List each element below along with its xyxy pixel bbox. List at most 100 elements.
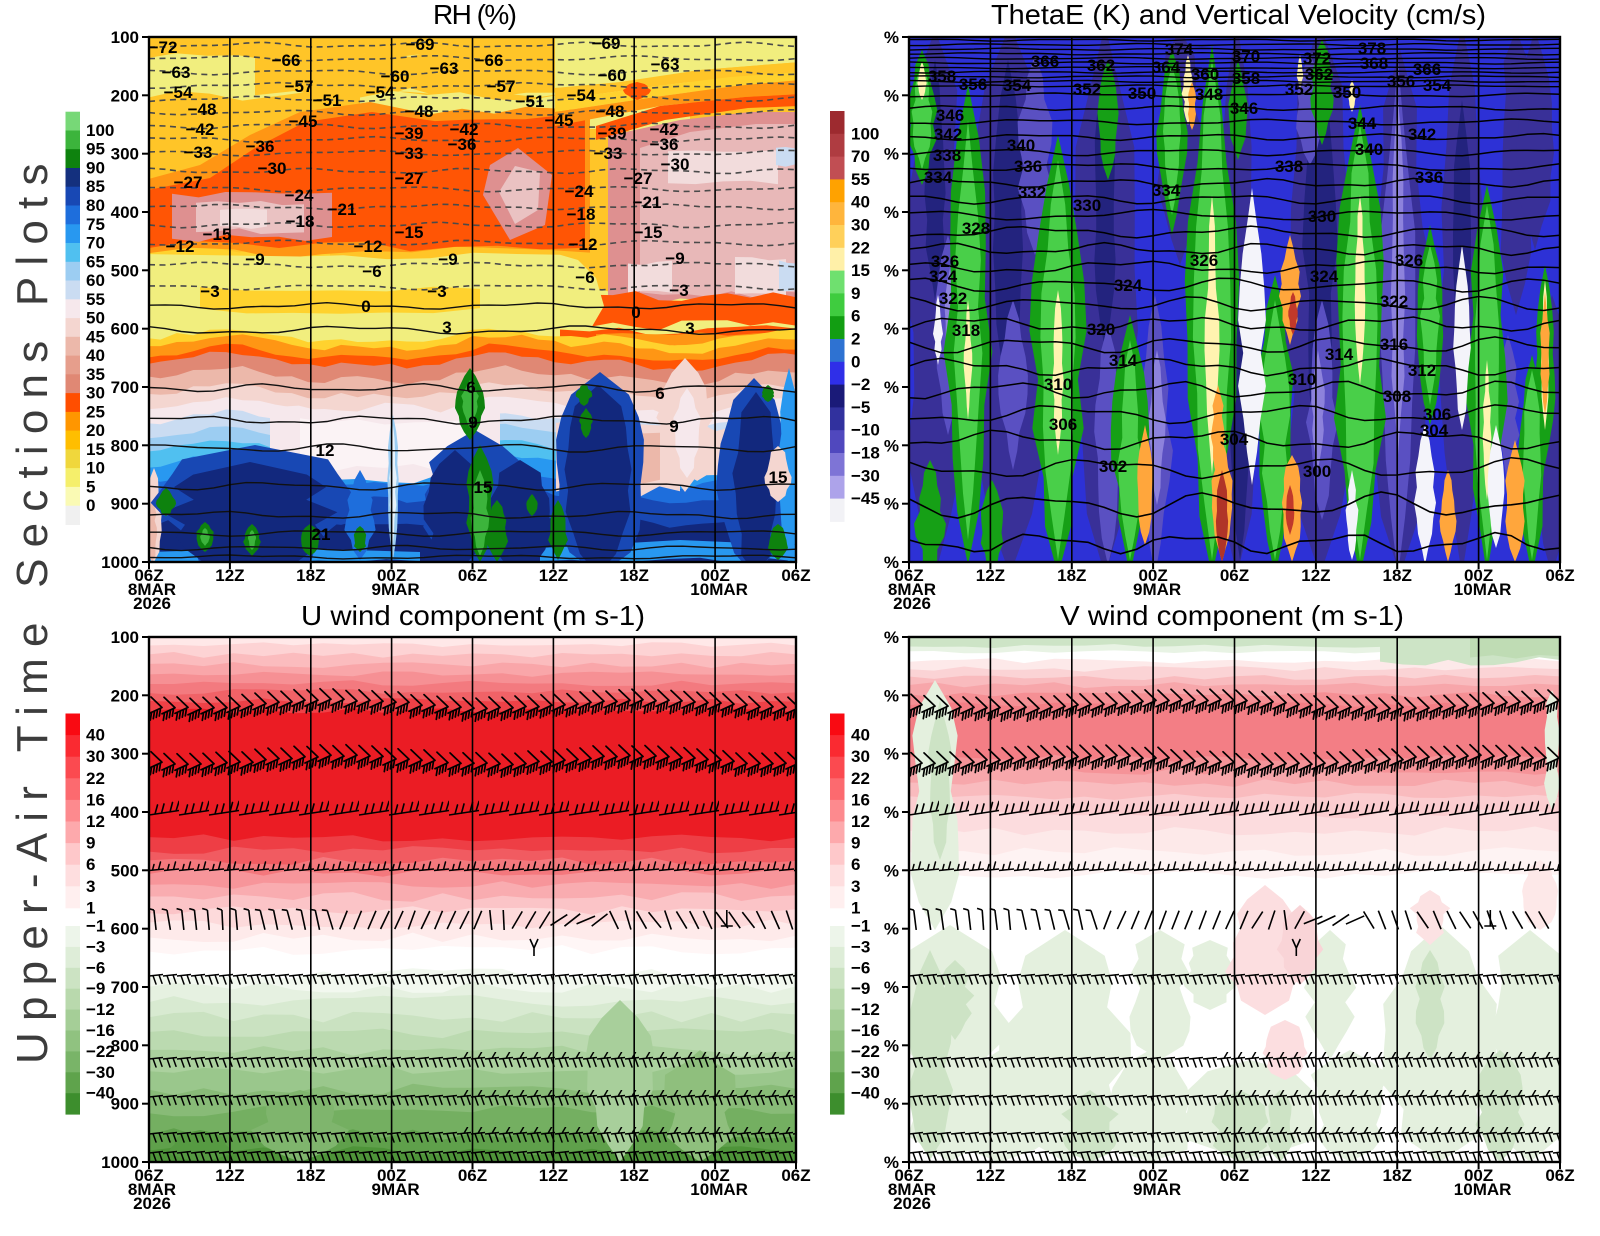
svg-text:22: 22: [86, 769, 105, 788]
svg-text:22: 22: [851, 238, 870, 257]
svg-text:12: 12: [316, 441, 335, 460]
svg-text:06Z: 06Z: [1220, 566, 1249, 585]
svg-text:5: 5: [86, 477, 95, 496]
svg-text:326: 326: [1190, 251, 1218, 270]
svg-text:18Z: 18Z: [620, 1166, 649, 1185]
svg-text:300: 300: [111, 145, 139, 164]
svg-text:310: 310: [1288, 370, 1316, 389]
svg-text:−12: −12: [166, 237, 195, 256]
svg-text:00Z: 00Z: [1138, 566, 1167, 585]
svg-text:RH (%): RH (%): [433, 0, 517, 30]
svg-text:35: 35: [86, 365, 105, 384]
svg-text:−36: −36: [448, 135, 477, 154]
svg-text:30: 30: [851, 747, 870, 766]
svg-text:2026: 2026: [893, 1194, 931, 1213]
svg-text:16: 16: [86, 790, 105, 809]
svg-text:330: 330: [1308, 207, 1336, 226]
svg-text:18Z: 18Z: [1057, 566, 1086, 585]
svg-text:−30: −30: [86, 1063, 115, 1082]
svg-text:9MAR: 9MAR: [1133, 580, 1181, 599]
svg-text:%: %: [884, 803, 899, 822]
svg-text:−18: −18: [851, 444, 880, 463]
svg-text:00Z: 00Z: [1464, 566, 1493, 585]
svg-text:−27: −27: [395, 169, 424, 188]
svg-text:1: 1: [851, 898, 860, 917]
svg-text:−12: −12: [354, 237, 383, 256]
svg-text:%: %: [884, 1153, 899, 1172]
svg-text:%: %: [884, 1095, 899, 1114]
svg-text:−1: −1: [851, 917, 870, 936]
svg-text:3: 3: [86, 877, 95, 896]
svg-text:354: 354: [1003, 76, 1032, 95]
svg-text:−36: −36: [650, 135, 679, 154]
svg-text:−36: −36: [246, 137, 275, 156]
svg-text:306: 306: [1423, 405, 1451, 424]
svg-text:100: 100: [111, 628, 139, 647]
svg-text:−21: −21: [328, 200, 357, 219]
svg-text:−42: −42: [186, 120, 215, 139]
svg-text:−27: −27: [624, 169, 653, 188]
svg-text:10MAR: 10MAR: [1454, 1180, 1512, 1199]
svg-text:−33: −33: [594, 144, 623, 163]
svg-text:200: 200: [111, 686, 139, 705]
svg-text:352: 352: [1285, 80, 1313, 99]
svg-text:400: 400: [111, 203, 139, 222]
svg-text:900: 900: [111, 1095, 139, 1114]
svg-text:12Z: 12Z: [539, 1166, 568, 1185]
svg-text:−54: −54: [567, 86, 596, 105]
svg-text:356: 356: [1387, 72, 1415, 91]
svg-text:336: 336: [1415, 168, 1443, 187]
svg-text:−15: −15: [634, 223, 663, 242]
svg-text:340: 340: [1355, 140, 1383, 159]
svg-text:2: 2: [851, 330, 860, 349]
svg-text:−6: −6: [575, 268, 594, 287]
svg-text:20: 20: [86, 421, 105, 440]
svg-text:80: 80: [86, 196, 105, 215]
svg-text:85: 85: [86, 177, 105, 196]
svg-text:−5: −5: [851, 398, 870, 417]
svg-text:−45: −45: [289, 112, 318, 131]
svg-text:−3: −3: [851, 937, 870, 956]
svg-text:−57: −57: [285, 77, 314, 96]
svg-text:0: 0: [361, 297, 370, 316]
svg-text:−6: −6: [362, 262, 381, 281]
svg-text:328: 328: [962, 219, 990, 238]
svg-text:%: %: [884, 978, 899, 997]
svg-text:06Z: 06Z: [781, 566, 810, 585]
svg-text:15: 15: [851, 261, 870, 280]
svg-text:40: 40: [851, 193, 870, 212]
svg-text:−30: −30: [661, 155, 690, 174]
svg-text:200: 200: [111, 86, 139, 105]
svg-text:12Z: 12Z: [976, 566, 1005, 585]
svg-text:8MAR: 8MAR: [888, 580, 936, 599]
svg-text:90: 90: [86, 159, 105, 178]
svg-text:40: 40: [86, 346, 105, 365]
svg-text:352: 352: [1073, 80, 1101, 99]
svg-text:−54: −54: [164, 83, 193, 102]
svg-text:−42: −42: [450, 120, 479, 139]
svg-text:100: 100: [86, 121, 114, 140]
svg-text:−24: −24: [285, 186, 314, 205]
svg-text:45: 45: [86, 327, 105, 346]
svg-text:−45: −45: [851, 489, 880, 508]
svg-text:372: 372: [1303, 49, 1331, 68]
svg-text:06Z: 06Z: [458, 566, 487, 585]
svg-text:06Z: 06Z: [134, 1166, 163, 1185]
svg-text:−40: −40: [851, 1084, 880, 1103]
svg-text:40: 40: [86, 726, 105, 745]
svg-text:30: 30: [86, 747, 105, 766]
svg-text:−18: −18: [286, 212, 315, 231]
svg-text:400: 400: [111, 803, 139, 822]
svg-text:%: %: [884, 145, 899, 164]
svg-text:60: 60: [86, 271, 105, 290]
svg-text:−12: −12: [569, 235, 598, 254]
svg-text:0: 0: [86, 496, 95, 515]
svg-text:−69: −69: [406, 35, 435, 54]
svg-text:356: 356: [959, 75, 987, 94]
svg-text:25: 25: [86, 402, 105, 421]
svg-text:−12: −12: [86, 1000, 115, 1019]
svg-text:%: %: [884, 745, 899, 764]
svg-text:8MAR: 8MAR: [128, 580, 176, 599]
svg-text:06Z: 06Z: [1220, 1166, 1249, 1185]
svg-text:18Z: 18Z: [1383, 1166, 1412, 1185]
